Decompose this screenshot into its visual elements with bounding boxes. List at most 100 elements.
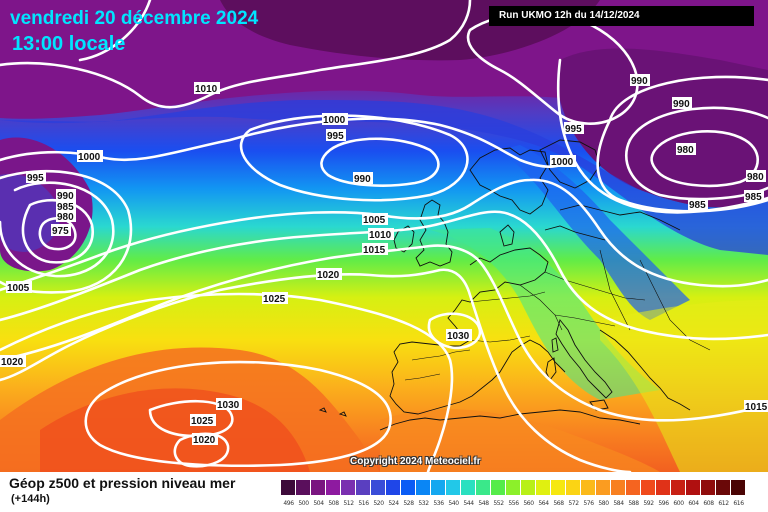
scale-swatch [641, 480, 656, 495]
country-borders [404, 249, 711, 381]
scale-tick-label: 608 [703, 500, 714, 507]
scale-swatch [416, 480, 431, 495]
scale-swatch [716, 480, 731, 495]
pressure-label: 995 [26, 171, 46, 184]
pressure-label: 1000 [322, 113, 348, 126]
scale-tick-label: 524 [388, 500, 399, 507]
pressure-label: 1010 [194, 82, 220, 95]
pressure-label: 990 [672, 97, 692, 110]
pressure-label: 1015 [362, 243, 388, 256]
scale-tick-label: 604 [688, 500, 699, 507]
forecast-range: (+144h) [11, 493, 50, 505]
scale-tick-label: 500 [298, 500, 309, 507]
scale-tick-label: 568 [553, 500, 564, 507]
svg-text:1005: 1005 [363, 215, 386, 226]
pressure-label: 1000 [77, 150, 103, 163]
scale-tick-label: 560 [523, 500, 534, 507]
svg-text:1000: 1000 [323, 115, 346, 126]
svg-text:1015: 1015 [363, 245, 386, 256]
pressure-label: 980 [56, 210, 76, 223]
scale-tick-label: 588 [628, 500, 639, 507]
scale-swatch [401, 480, 416, 495]
scale-tick-label: 520 [373, 500, 384, 507]
scale-swatch [446, 480, 461, 495]
svg-text:1020: 1020 [1, 357, 24, 368]
model-run-label: Run UKMO 12h du 14/12/2024 [489, 6, 754, 26]
pressure-label: 990 [353, 172, 373, 185]
isobars [0, 0, 768, 472]
pressure-label: 990 [630, 74, 650, 87]
scale-swatch [296, 480, 311, 495]
scale-swatch [656, 480, 671, 495]
scale-tick-label: 528 [403, 500, 414, 507]
scale-swatch [686, 480, 701, 495]
scale-swatch [281, 480, 296, 495]
scale-tick-label: 540 [448, 500, 459, 507]
svg-text:985: 985 [689, 200, 706, 211]
svg-text:985: 985 [745, 192, 762, 203]
scale-swatch [461, 480, 476, 495]
svg-text:980: 980 [57, 212, 74, 223]
svg-text:1005: 1005 [7, 283, 30, 294]
scale-swatch [701, 480, 716, 495]
pressure-label: 1000 [550, 155, 576, 168]
pressure-label: 975 [51, 224, 71, 237]
svg-text:1010: 1010 [195, 84, 218, 95]
pressure-label: 985 [688, 198, 708, 211]
scale-tick-label: 584 [613, 500, 624, 507]
scale-swatch [326, 480, 341, 495]
svg-text:1025: 1025 [263, 294, 286, 305]
svg-text:980: 980 [677, 145, 694, 156]
forecast-date: vendredi 20 décembre 2024 [10, 8, 259, 29]
svg-text:995: 995 [565, 124, 582, 135]
svg-text:990: 990 [354, 174, 371, 185]
pressure-label: 980 [746, 170, 766, 183]
scale-tick-label: 508 [328, 500, 339, 507]
svg-text:1025: 1025 [191, 416, 214, 427]
svg-text:1000: 1000 [551, 157, 574, 168]
scale-tick-label: 548 [478, 500, 489, 507]
pressure-label: 985 [56, 200, 76, 213]
scale-swatch [341, 480, 356, 495]
svg-text:990: 990 [57, 191, 74, 202]
scale-tick-label: 572 [568, 500, 579, 507]
scale-swatch [506, 480, 521, 495]
scale-swatch [596, 480, 611, 495]
scale-swatch [371, 480, 386, 495]
pressure-label: 995 [564, 122, 584, 135]
pressure-label: 990 [56, 189, 76, 202]
svg-text:1020: 1020 [193, 435, 216, 446]
scale-swatch [386, 480, 401, 495]
scale-tick-label: 612 [718, 500, 729, 507]
scale-swatch [731, 480, 746, 495]
scale-tick-label: 592 [643, 500, 654, 507]
scale-tick-label: 516 [358, 500, 369, 507]
pressure-label: 1025 [262, 292, 288, 305]
weather-map: 1010 1000 995 990 1000 995 990 985 980 9… [0, 0, 768, 472]
forecast-time: 13:00 locale [12, 33, 126, 55]
scale-tick-label: 596 [658, 500, 669, 507]
svg-text:980: 980 [747, 172, 764, 183]
scale-tick-label: 544 [463, 500, 474, 507]
scale-tick-label: 532 [418, 500, 429, 507]
color-scale-ticks: 496 500 504 508 512 516 520 524 528 532 536 540 544 5… [281, 500, 746, 507]
pressure-label: 1010 [368, 228, 394, 241]
scale-swatch [611, 480, 626, 495]
pressure-label: 1015 [744, 400, 768, 413]
scale-swatch [491, 480, 506, 495]
scale-swatch [356, 480, 371, 495]
svg-text:1030: 1030 [447, 331, 470, 342]
svg-text:990: 990 [673, 99, 690, 110]
pressure-label: 985 [744, 190, 764, 203]
scale-swatch [566, 480, 581, 495]
scale-swatch [551, 480, 566, 495]
svg-text:1020: 1020 [317, 270, 340, 281]
svg-text:975: 975 [52, 226, 69, 237]
scale-tick-label: 564 [538, 500, 549, 507]
scale-tick-label: 576 [583, 500, 594, 507]
svg-text:995: 995 [27, 173, 44, 184]
color-scale [281, 480, 746, 495]
scale-swatch [311, 480, 326, 495]
svg-text:1010: 1010 [369, 230, 392, 241]
pressure-label: 1030 [446, 329, 472, 342]
